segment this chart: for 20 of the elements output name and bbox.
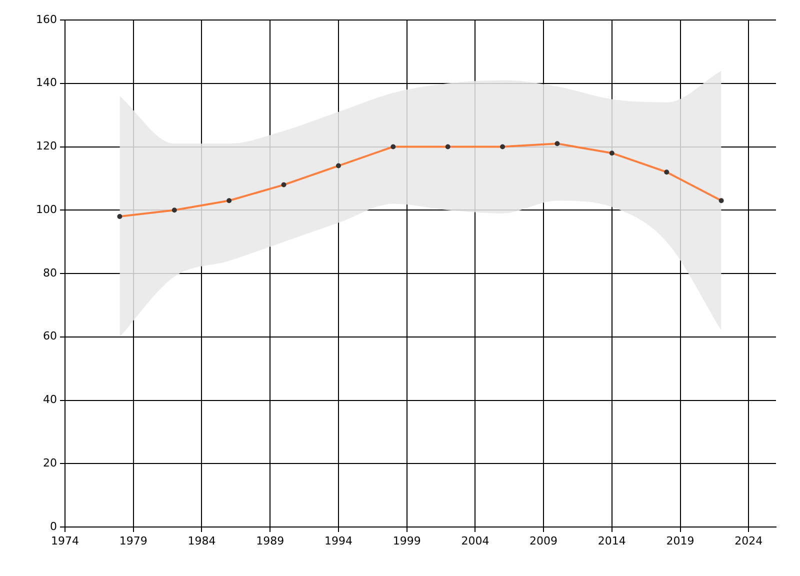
y-tick-label: 80 [43, 266, 57, 280]
y-tick-label: 40 [43, 393, 57, 406]
y-tick-label: 20 [43, 456, 57, 470]
y-tick-label: 60 [43, 330, 57, 343]
x-tick-label: 1989 [256, 534, 284, 548]
y-tick-label: 160 [36, 12, 57, 26]
x-tick-label: 1974 [51, 534, 79, 548]
x-tick-label: 1979 [119, 534, 148, 548]
y-tick-label: 140 [36, 76, 57, 90]
y-tick-label: 100 [36, 202, 57, 216]
x-tick-label: 2004 [461, 534, 490, 548]
x-tick-label: 1984 [188, 534, 216, 548]
x-tick-label: 1999 [392, 534, 421, 548]
y-tick-label: 0 [50, 520, 57, 533]
y-tick-label: 120 [36, 140, 57, 153]
x-tick-label: 2014 [598, 534, 626, 548]
x-tick-label: 2009 [530, 534, 558, 548]
x-tick-label: 2024 [734, 534, 763, 548]
x-tick-label: 1994 [324, 534, 352, 548]
x-tick-label: 2019 [666, 534, 694, 548]
